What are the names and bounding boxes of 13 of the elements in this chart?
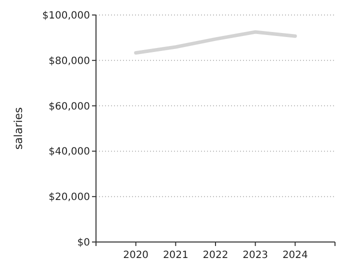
x-tick-label: 2024 [282, 250, 308, 261]
y-axis-title: salaries [12, 107, 25, 150]
line-series [134, 30, 297, 55]
y-tick-label: $20,000 [48, 192, 90, 204]
x-tick-label: 2021 [162, 250, 188, 261]
y-tick-label: $60,000 [48, 101, 90, 112]
y-tick-label: $0 [77, 238, 90, 248]
x-tick-label: 2023 [242, 250, 268, 261]
y-tick-label: $100,000 [42, 10, 90, 22]
y-tick-label: $40,000 [48, 146, 90, 158]
y-tick-label: $80,000 [48, 56, 90, 67]
x-tick-label: 2020 [123, 250, 149, 261]
x-tick-label: 2022 [202, 250, 228, 261]
